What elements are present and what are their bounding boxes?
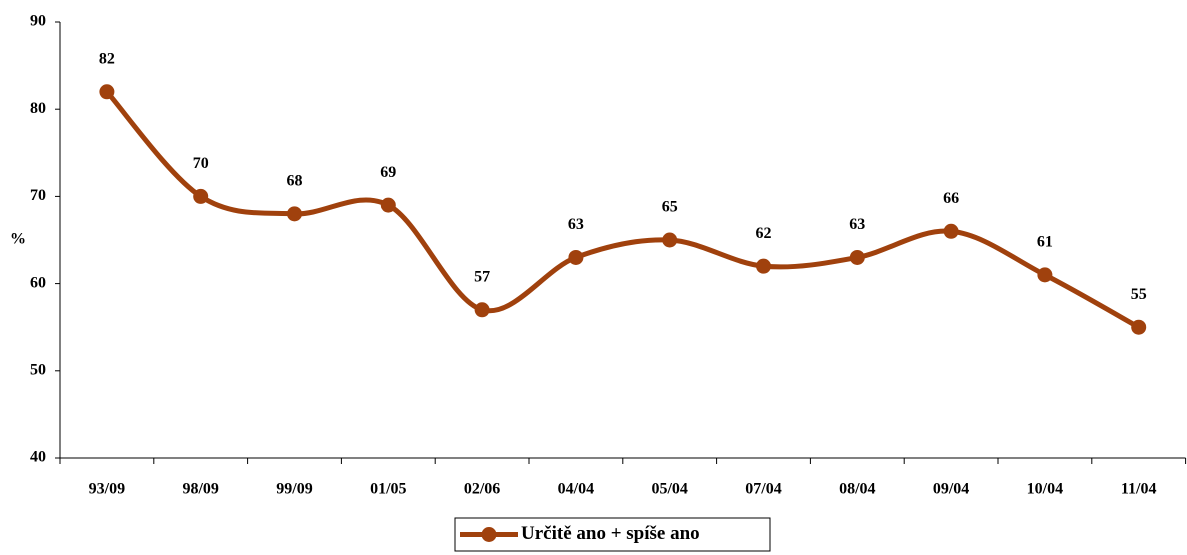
marker	[568, 249, 584, 265]
data-label: 68	[287, 173, 303, 190]
data-label: 69	[380, 164, 396, 181]
x-tick-label: 09/04	[933, 481, 969, 498]
x-tick-label: 08/04	[839, 481, 875, 498]
x-tick-label: 01/05	[370, 481, 406, 498]
x-tick-label: 99/09	[276, 481, 312, 498]
marker	[943, 223, 959, 239]
data-label: 63	[849, 216, 865, 233]
marker	[193, 188, 209, 204]
marker	[474, 302, 490, 318]
data-label: 57	[474, 268, 490, 285]
legend-label: Určitě ano + spíše ano	[521, 523, 700, 544]
y-axis-label: %	[10, 231, 26, 248]
data-label: 66	[943, 190, 959, 207]
y-tick-label: 70	[30, 187, 46, 204]
x-tick-label: 10/04	[1027, 481, 1063, 498]
x-tick-label: 11/04	[1121, 481, 1157, 498]
data-label: 62	[756, 225, 772, 242]
marker	[99, 84, 115, 100]
marker	[662, 232, 678, 248]
data-label: 61	[1037, 234, 1053, 251]
data-label: 65	[662, 199, 678, 216]
data-label: 63	[568, 216, 584, 233]
x-tick-label: 98/09	[182, 481, 218, 498]
line	[105, 90, 1140, 330]
marker	[287, 206, 302, 222]
y-tick-label: 50	[30, 361, 46, 378]
y-tick-label: 40	[30, 449, 46, 466]
x-tick-label: 93/09	[89, 481, 125, 498]
x-tick-label: 07/04	[745, 481, 781, 498]
marker	[756, 258, 771, 274]
x-tick-label: 05/04	[651, 481, 687, 498]
data-label: 70	[193, 155, 209, 172]
y-tick-label: 90	[30, 13, 46, 30]
x-tick-label: 04/04	[558, 481, 594, 498]
x-tick-label: 02/06	[464, 481, 500, 498]
legend-marker	[481, 527, 497, 542]
data-label: 82	[99, 50, 115, 67]
marker	[1037, 267, 1053, 283]
data-label: 55	[1131, 286, 1147, 303]
marker	[1131, 319, 1147, 335]
y-tick-label: 60	[30, 274, 46, 291]
marker	[380, 197, 396, 213]
y-tick-label: 80	[30, 100, 46, 117]
marker	[849, 249, 865, 265]
